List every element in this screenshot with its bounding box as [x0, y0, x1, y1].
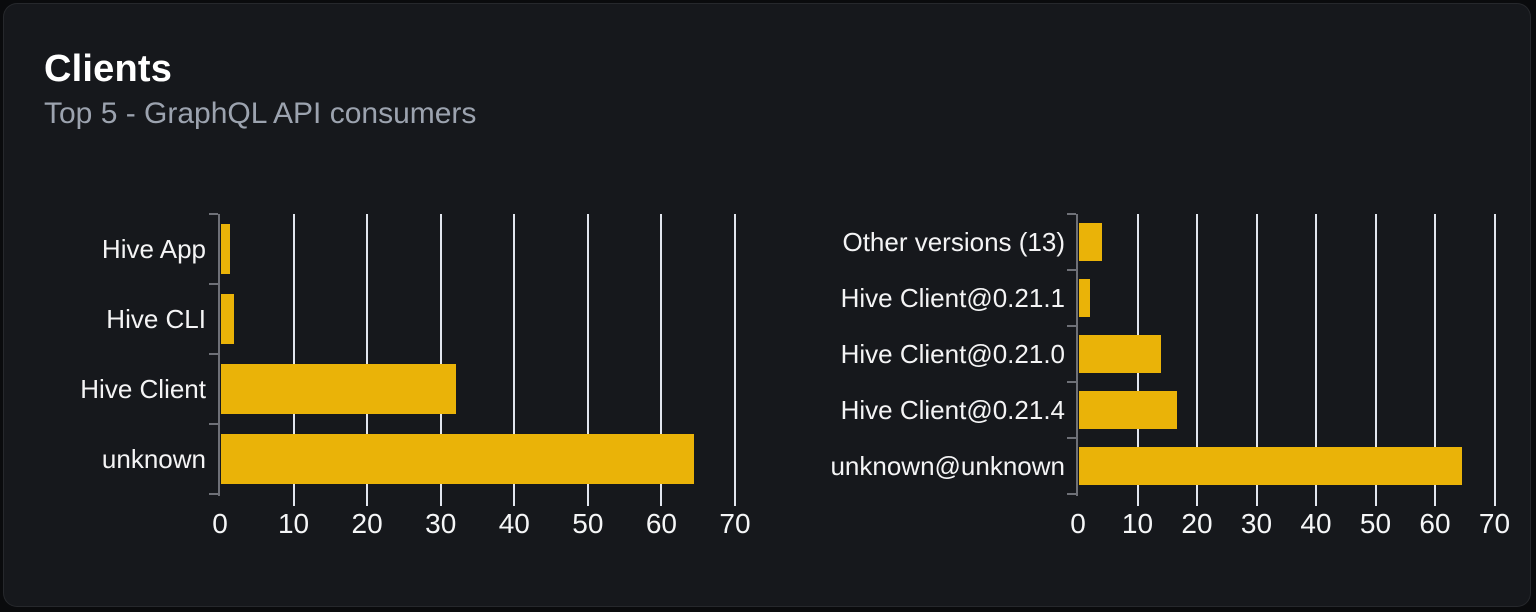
x-axis-label-40: 40 — [1300, 508, 1332, 539]
bar-hive-cli[interactable] — [221, 294, 234, 344]
bar-hive-client-0.21.4[interactable] — [1079, 391, 1177, 429]
y-axis-tick — [1067, 213, 1076, 215]
category-label: unknown@unknown — [830, 450, 1065, 481]
gridline-40 — [513, 214, 516, 506]
gridline-30 — [1255, 214, 1258, 506]
y-axis-tick — [1067, 269, 1076, 271]
x-axis-label-10: 10 — [277, 508, 310, 539]
y-axis-tick — [209, 423, 218, 425]
y-axis-tick — [209, 353, 218, 355]
bar-unknown[interactable] — [221, 434, 694, 484]
gridline-50 — [1374, 214, 1377, 506]
category-label: Other versions (13) — [842, 226, 1065, 257]
x-axis-label-70: 70 — [719, 508, 751, 539]
y-axis-line — [1076, 214, 1078, 496]
gridline-70 — [733, 214, 736, 506]
card-subtitle: Top 5 - GraphQL API consumers — [44, 97, 477, 130]
y-axis-tick — [1067, 437, 1076, 439]
x-axis-label-50: 50 — [1359, 508, 1392, 539]
card-title: Clients — [44, 48, 173, 90]
gridline-60 — [1434, 214, 1436, 506]
gridline-30 — [439, 214, 442, 506]
y-axis-tick — [209, 213, 218, 215]
y-axis-tick — [209, 283, 218, 285]
x-axis-label-30: 30 — [1240, 508, 1273, 539]
x-axis-label-60: 60 — [645, 508, 677, 539]
x-axis-label-30: 30 — [425, 508, 457, 539]
x-axis-label-70: 70 — [1478, 508, 1511, 539]
gridline-70 — [1493, 214, 1496, 506]
clients-by-name-chart: Hive App Hive CLI Hive Client unknown 0 10 20 3… — [4, 4, 1530, 606]
x-axis-label-0: 0 — [1070, 508, 1086, 539]
y-axis-tick — [209, 493, 218, 495]
gridline-20 — [366, 214, 369, 506]
y-axis-tick — [1067, 325, 1076, 327]
bar-hive-client-0.21.0[interactable] — [1079, 335, 1161, 373]
gridline-40 — [1315, 214, 1317, 506]
x-axis-label-60: 60 — [1419, 508, 1451, 539]
bar-hive-client[interactable] — [221, 364, 456, 414]
x-axis-label-10: 10 — [1121, 508, 1154, 539]
gridline-50 — [586, 214, 589, 506]
gridline-60 — [660, 214, 663, 506]
category-label: Hive CLI — [106, 303, 206, 334]
clients-card: Clients Top 5 - GraphQL API consumers Hi… — [3, 3, 1531, 607]
bar-other-versions-13-[interactable] — [1079, 223, 1102, 261]
y-axis-line — [218, 214, 220, 496]
y-axis-tick — [1067, 381, 1076, 383]
gridline-20 — [1196, 214, 1198, 506]
category-label: Hive Client@0.21.0 — [840, 338, 1065, 369]
y-axis-tick — [1067, 493, 1076, 495]
x-axis-label-20: 20 — [351, 508, 383, 539]
bar-hive-app[interactable] — [221, 224, 230, 274]
x-axis-label-50: 50 — [572, 508, 604, 539]
x-axis-label-0: 0 — [212, 508, 228, 539]
category-label: unknown — [101, 443, 206, 474]
category-label: Hive Client — [80, 373, 206, 404]
clients-by-version-chart: Other versions (13) Hive Client@0.21.1 Hiv… — [4, 4, 1530, 606]
x-axis-label-20: 20 — [1181, 508, 1213, 539]
category-label: Hive App — [101, 233, 206, 264]
gridline-10 — [292, 214, 295, 506]
bar-unknown-unknown[interactable] — [1079, 447, 1462, 485]
x-axis-label-40: 40 — [498, 508, 530, 539]
category-label: Hive Client@0.21.1 — [840, 282, 1065, 313]
category-label: Hive Client@0.21.4 — [840, 394, 1065, 425]
bar-hive-client-0.21.1[interactable] — [1079, 279, 1090, 317]
